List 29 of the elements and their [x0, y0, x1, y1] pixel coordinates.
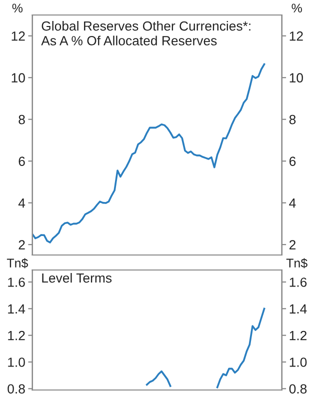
y2-tick-label: 10 — [290, 73, 303, 83]
y2-tick-label: 8 — [289, 114, 296, 124]
y-tick-label: 12 — [12, 31, 25, 41]
y-axis-title: % — [12, 4, 23, 12]
y2-tick-label: 0.8 — [289, 384, 307, 394]
text: Global Reserves Other Currencies*: As A % Of Allocated Reserves — [41, 21, 250, 46]
y2-axis-title: % — [292, 4, 302, 12]
y-tick-label: 1.4 — [8, 304, 26, 314]
y2-tick-label: 2 — [289, 240, 296, 250]
y-tick-label: 8 — [18, 114, 25, 124]
y-tick-label: 1.6 — [8, 278, 25, 287]
y2-tick-label: 1.2 — [290, 330, 307, 340]
y-tick-label: 0.8 — [8, 384, 25, 394]
y2-tick-label: 1.6 — [290, 278, 307, 287]
y2-tick-label: 4 — [289, 198, 296, 208]
y2-tick-label: 1.4 — [290, 304, 307, 314]
y-tick-label: 10 — [12, 73, 25, 83]
y2-tick-label: 6 — [289, 156, 296, 166]
y-axis-title: Tn$ — [6, 258, 28, 268]
y-tick-label: 6 — [18, 156, 25, 166]
line-series — [32, 63, 266, 244]
y-tick-label: 1.2 — [8, 330, 25, 340]
y-tick-label: 1.0 — [8, 358, 25, 367]
y2-tick-label: 12 — [290, 31, 303, 41]
y2-axis-title: Tn$ — [286, 258, 308, 268]
chart-title: Level Terms — [42, 273, 112, 283]
y-tick-label: 2 — [18, 240, 25, 250]
y2-tick-label: 1.0 — [290, 358, 307, 367]
y-tick-label: 4 — [18, 198, 26, 208]
